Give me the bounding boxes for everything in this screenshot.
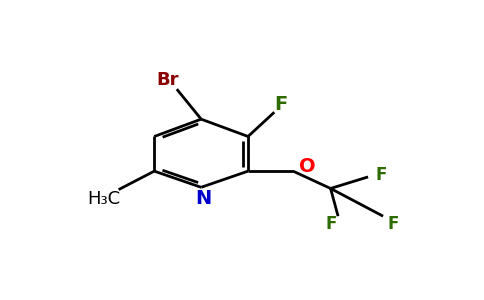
Text: F: F bbox=[274, 95, 287, 114]
Text: F: F bbox=[326, 215, 337, 233]
Text: O: O bbox=[299, 157, 316, 176]
Text: F: F bbox=[376, 166, 387, 184]
Text: F: F bbox=[388, 215, 399, 233]
Text: H₃C: H₃C bbox=[87, 190, 120, 208]
Text: Br: Br bbox=[156, 71, 179, 89]
Text: N: N bbox=[195, 189, 211, 208]
